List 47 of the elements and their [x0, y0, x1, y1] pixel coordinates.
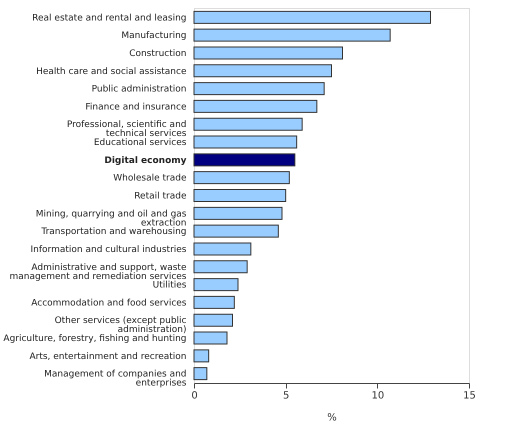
- y-tick-label: Management of companies and enterprises: [44, 370, 187, 389]
- x-tick-label: 5: [282, 390, 290, 402]
- y-tick-label: Health care and social assistance: [36, 66, 187, 77]
- y-tick-label: Information and cultural industries: [30, 244, 187, 255]
- y-tick-label: Other services (except public administration): [54, 316, 187, 336]
- bar: [194, 82, 325, 96]
- y-tick-label: Digital economy: [104, 156, 187, 166]
- y-tick-label: Finance and insurance: [85, 102, 187, 112]
- bar: [194, 260, 248, 274]
- bar: [194, 64, 332, 78]
- bar: [194, 314, 233, 327]
- y-tick-label: Manufacturing: [121, 31, 186, 42]
- bar: [194, 46, 343, 60]
- bar: [194, 136, 298, 149]
- y-tick-label: Agriculture, forestry, fishing and hunting: [3, 334, 186, 344]
- bar: [194, 118, 303, 131]
- y-tick-label: Transportation and warehousing: [40, 227, 186, 238]
- y-tick-label: Real estate and rental and leasing: [32, 13, 186, 24]
- bar: [194, 367, 208, 380]
- bar: [194, 100, 318, 113]
- bar: [194, 332, 228, 345]
- y-tick-label: Accommodation and food services: [31, 298, 187, 308]
- bar: [194, 10, 431, 24]
- bar: [194, 224, 279, 238]
- bar: [194, 189, 286, 202]
- y-tick-label: Administrative and support, waste management and remediation services: [9, 262, 187, 282]
- bar: [194, 296, 235, 309]
- x-axis-title: %: [327, 412, 337, 424]
- bar: [194, 206, 282, 220]
- bar: [194, 278, 238, 292]
- y-tick-label: Mining, quarrying and oil and gas extraction: [36, 209, 187, 228]
- y-tick-label: Arts, entertainment and recreation: [29, 352, 186, 362]
- y-tick-label: Professional, scientific and technical services: [66, 120, 187, 140]
- bar: [194, 171, 290, 184]
- x-tick-label: 15: [463, 390, 476, 402]
- x-tick-label: 10: [371, 390, 384, 402]
- y-tick-label: Wholesale trade: [113, 174, 187, 184]
- y-tick-label: Public administration: [92, 84, 186, 95]
- y-tick-label: Educational services: [94, 138, 187, 148]
- y-tick-label: Retail trade: [134, 192, 187, 202]
- bar: [194, 349, 210, 362]
- bar: [194, 28, 391, 42]
- y-tick-label: Utilities: [152, 280, 187, 291]
- y-tick-label: Construction: [129, 48, 186, 59]
- bar: [194, 242, 252, 256]
- x-tick-label: 0: [191, 390, 198, 402]
- bar: [194, 153, 296, 166]
